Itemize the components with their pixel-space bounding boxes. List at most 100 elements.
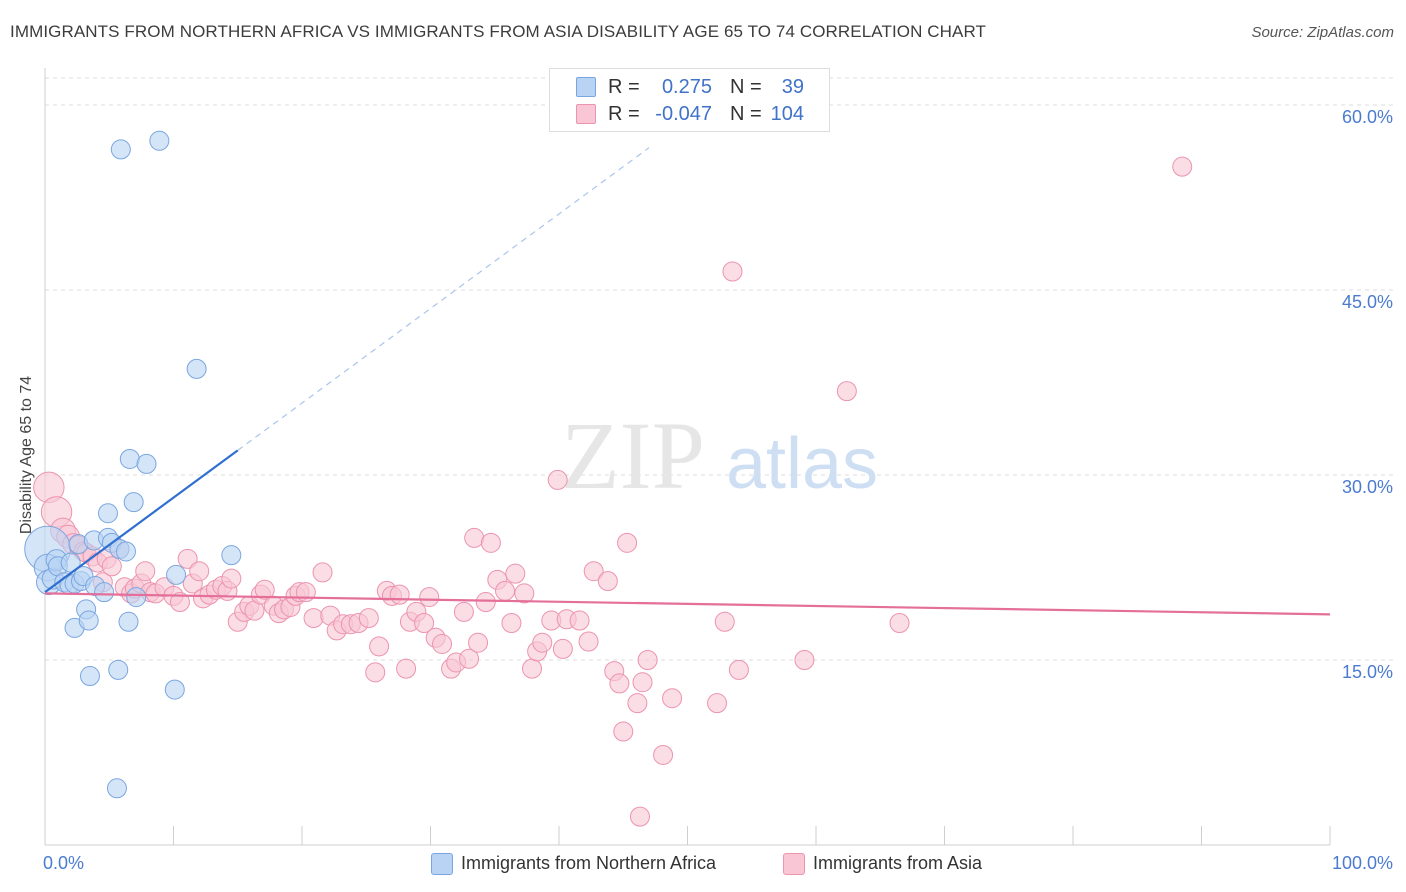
legend-swatch-asia bbox=[783, 853, 805, 875]
x-tick-label: 0.0% bbox=[43, 853, 84, 873]
data-point bbox=[578, 631, 599, 652]
r-value: -0.047 bbox=[655, 103, 712, 125]
gridlines bbox=[45, 77, 1395, 661]
data-point bbox=[475, 592, 496, 613]
data-point bbox=[221, 568, 242, 589]
data-point bbox=[136, 453, 157, 474]
data-point bbox=[254, 579, 275, 600]
data-point bbox=[414, 613, 435, 633]
r-value: 0.275 bbox=[661, 76, 712, 98]
data-point bbox=[480, 532, 501, 553]
data-point bbox=[522, 658, 543, 679]
data-point bbox=[78, 610, 99, 631]
data-point bbox=[108, 659, 129, 680]
data-point bbox=[453, 601, 474, 622]
data-point bbox=[94, 582, 115, 603]
data-point bbox=[169, 592, 190, 613]
n-label: N = bbox=[730, 76, 762, 98]
data-point bbox=[164, 679, 185, 700]
data-point bbox=[312, 562, 333, 583]
trend-line-extension bbox=[237, 147, 650, 451]
x-tick-labels: 0.0% 100.0% bbox=[43, 853, 1393, 873]
data-point bbox=[79, 666, 100, 687]
data-point bbox=[505, 563, 526, 584]
data-point bbox=[569, 610, 590, 631]
data-point bbox=[495, 580, 516, 601]
axes bbox=[44, 68, 1331, 846]
data-point bbox=[627, 693, 648, 714]
data-point bbox=[662, 688, 683, 709]
data-point bbox=[637, 650, 658, 670]
data-point bbox=[728, 659, 749, 680]
trend-line bbox=[44, 449, 239, 594]
stats-row-northern-africa: R = 0.275 N = 39 bbox=[550, 74, 829, 100]
stats-box: R = 0.275 N = 39 R = -0.047 N = 104 bbox=[549, 68, 830, 132]
data-point bbox=[432, 633, 453, 654]
stats-swatch-northern-africa bbox=[576, 77, 596, 97]
watermark-atlas: atlas bbox=[726, 424, 878, 504]
r-label: R = bbox=[608, 76, 640, 98]
data-point bbox=[166, 564, 187, 585]
data-point bbox=[115, 541, 136, 562]
data-point bbox=[547, 469, 568, 490]
data-point bbox=[358, 608, 379, 629]
watermark: ZIP atlas bbox=[561, 402, 878, 509]
data-point bbox=[365, 662, 386, 683]
data-point bbox=[186, 358, 207, 379]
data-point bbox=[459, 648, 480, 669]
data-point bbox=[101, 556, 122, 577]
legend-label: Immigrants from Northern Africa bbox=[461, 853, 717, 873]
y-tick-label: 15.0% bbox=[1342, 662, 1393, 682]
legend-swatch-northern-africa bbox=[431, 853, 453, 875]
data-point bbox=[110, 139, 131, 160]
n-value: 39 bbox=[781, 76, 804, 98]
y-tick-label: 60.0% bbox=[1342, 107, 1393, 127]
series-northern-africa-points bbox=[24, 130, 242, 799]
data-point bbox=[1172, 156, 1193, 177]
source-label: Source: ZipAtlas.com bbox=[1251, 24, 1394, 41]
data-point bbox=[613, 721, 634, 742]
data-point bbox=[189, 561, 210, 582]
trend-lines bbox=[44, 147, 1331, 616]
data-point bbox=[468, 632, 489, 653]
data-point bbox=[583, 561, 604, 582]
data-point bbox=[617, 532, 638, 553]
data-point bbox=[609, 673, 630, 694]
n-label: N = bbox=[730, 103, 762, 125]
data-point bbox=[653, 744, 674, 765]
data-point bbox=[303, 608, 324, 629]
data-point bbox=[722, 261, 743, 282]
data-point bbox=[597, 571, 618, 592]
n-value: 104 bbox=[770, 103, 804, 125]
data-point bbox=[532, 632, 553, 653]
y-tick-labels: 15.0% 30.0% 45.0% 60.0% bbox=[1342, 107, 1393, 682]
data-point bbox=[177, 548, 198, 569]
data-point bbox=[106, 778, 127, 799]
data-point bbox=[514, 583, 535, 604]
data-point bbox=[419, 587, 440, 608]
stats-swatch-asia bbox=[576, 104, 596, 124]
data-point bbox=[149, 130, 170, 151]
data-point bbox=[501, 613, 522, 633]
data-point bbox=[389, 584, 410, 605]
data-point bbox=[714, 611, 735, 632]
data-point bbox=[464, 527, 485, 548]
data-point bbox=[135, 561, 156, 582]
data-point bbox=[369, 636, 390, 657]
data-point bbox=[632, 672, 653, 693]
data-point bbox=[396, 658, 417, 679]
data-point bbox=[97, 503, 118, 524]
data-point bbox=[794, 650, 815, 670]
data-point bbox=[118, 611, 139, 632]
data-point bbox=[221, 545, 242, 566]
x-tick-label: 100.0% bbox=[1332, 853, 1393, 873]
data-point bbox=[629, 806, 650, 827]
watermark-zip: ZIP bbox=[561, 402, 705, 509]
legend-label: Immigrants from Asia bbox=[813, 853, 983, 873]
data-point bbox=[126, 587, 147, 608]
data-point bbox=[119, 448, 140, 469]
data-point bbox=[123, 492, 144, 513]
chart-title: IMMIGRANTS FROM NORTHERN AFRICA VS IMMIG… bbox=[10, 22, 987, 41]
series-asia-points bbox=[33, 156, 1193, 827]
